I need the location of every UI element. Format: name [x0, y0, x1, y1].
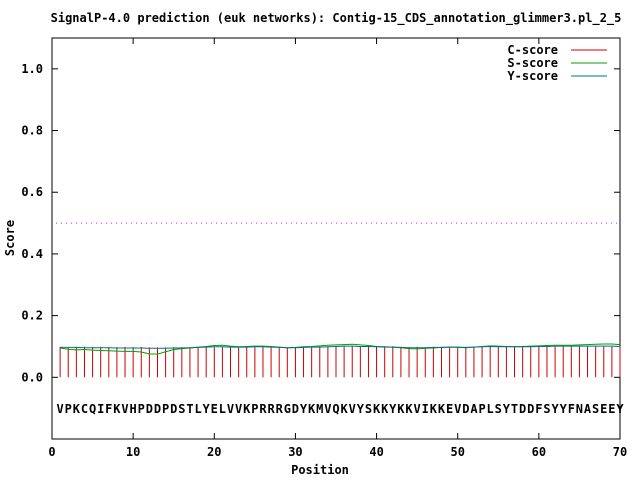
- x-tick-label: 70: [613, 445, 627, 459]
- x-tick-label: 20: [207, 445, 221, 459]
- y-tick-label: 0.0: [21, 370, 43, 384]
- sequence-residue: R: [259, 402, 267, 416]
- sequence-residue: L: [194, 402, 201, 416]
- sequence-residue: V: [454, 402, 461, 416]
- sequence-residue: L: [219, 402, 226, 416]
- y-tick-label: 0.8: [21, 124, 43, 138]
- x-tick-label: 0: [48, 445, 55, 459]
- y-axis-label: Score: [3, 220, 17, 256]
- x-tick-label: 30: [288, 445, 302, 459]
- sequence-residue: T: [511, 402, 518, 416]
- sequence-residue: Y: [503, 402, 511, 416]
- sequence-residue: C: [81, 402, 88, 416]
- sequence-residue: D: [519, 402, 526, 416]
- sequence-residue: A: [584, 402, 592, 416]
- sequence-residue: P: [251, 402, 258, 416]
- sequence-residue: S: [178, 402, 185, 416]
- sequence-residue: V: [349, 402, 356, 416]
- sequence-residue: D: [462, 402, 469, 416]
- sequence-residue: R: [267, 402, 275, 416]
- sequence-residue: G: [284, 402, 291, 416]
- sequence-residue: D: [527, 402, 534, 416]
- sequence-residue: K: [73, 402, 81, 416]
- plot-frame: [51, 37, 621, 440]
- sequence-residue: V: [414, 402, 421, 416]
- sequence-residue: Y: [389, 402, 397, 416]
- sequence-residue: Y: [551, 402, 559, 416]
- sequence-residue: I: [422, 402, 429, 416]
- x-tick-label: 60: [532, 445, 546, 459]
- sequence-residue: E: [608, 402, 615, 416]
- sequence-residue: Y: [560, 402, 568, 416]
- x-axis-label: Position: [291, 463, 349, 477]
- sequence-residue: K: [373, 402, 381, 416]
- sequence-residue: L: [487, 402, 494, 416]
- sequence-residue: V: [324, 402, 331, 416]
- sequence-residue: K: [340, 402, 348, 416]
- sequence-residue: I: [97, 402, 104, 416]
- x-tick-label: 50: [450, 445, 464, 459]
- legend-label: S-score: [507, 56, 558, 70]
- sequence-residue: V: [56, 402, 63, 416]
- sequence-residue: F: [535, 402, 542, 416]
- sequence-residue: F: [568, 402, 575, 416]
- sequence-residue: S: [592, 402, 599, 416]
- sequence-residue: Q: [332, 402, 339, 416]
- sequence-residue: Y: [616, 402, 624, 416]
- sequence-residue: K: [397, 402, 405, 416]
- y-tick-label: 0.2: [21, 309, 43, 323]
- sequence-residue: K: [405, 402, 413, 416]
- sequence-residue: P: [162, 402, 169, 416]
- sequence-residue: H: [130, 402, 137, 416]
- sequence-residue: P: [65, 402, 72, 416]
- sequence-residue: S: [495, 402, 502, 416]
- x-tick-label: 10: [126, 445, 140, 459]
- sequence-residue: Y: [203, 402, 211, 416]
- sequence-residue: P: [478, 402, 485, 416]
- sequence-residue: V: [227, 402, 234, 416]
- sequence-residue: A: [470, 402, 478, 416]
- sequence-residue: V: [235, 402, 242, 416]
- sequence-residue: D: [170, 402, 177, 416]
- sequence-residue: E: [600, 402, 607, 416]
- sequence-residue: Y: [300, 402, 308, 416]
- legend-label: C-score: [507, 43, 558, 57]
- s-score-line: [60, 343, 621, 355]
- sequence-residue: Q: [89, 402, 96, 416]
- sequence-residue: N: [576, 402, 583, 416]
- sequence-residue: K: [113, 402, 121, 416]
- sequence-residue: P: [138, 402, 145, 416]
- sequence-residue: K: [243, 402, 251, 416]
- y-tick-label: 1.0: [21, 62, 43, 76]
- sequence-residue: D: [154, 402, 161, 416]
- sequence-residue: D: [146, 402, 153, 416]
- sequence-residue: K: [381, 402, 389, 416]
- y-tick-label: 0.6: [21, 185, 43, 199]
- sequence-residue: T: [186, 402, 193, 416]
- sequence-residue: S: [543, 402, 550, 416]
- sequence-residue: M: [316, 402, 323, 416]
- x-tick-label: 40: [369, 445, 383, 459]
- sequence-residue: R: [276, 402, 284, 416]
- y-score-line: [60, 345, 621, 349]
- sequence-residue: K: [438, 402, 446, 416]
- chart-title: SignalP-4.0 prediction (euk networks): C…: [51, 11, 622, 26]
- sequence-residue: D: [292, 402, 299, 416]
- legend-label: Y-score: [507, 69, 558, 83]
- sequence-residue: E: [446, 402, 453, 416]
- sequence-residue: K: [308, 402, 316, 416]
- sequence-residue: V: [121, 402, 128, 416]
- y-tick-label: 0.4: [21, 247, 43, 261]
- sequence-residue: Y: [357, 402, 365, 416]
- sequence-residue: F: [105, 402, 112, 416]
- sequence-residue: K: [430, 402, 438, 416]
- sequence-residue: E: [211, 402, 218, 416]
- sequence-residue: S: [365, 402, 372, 416]
